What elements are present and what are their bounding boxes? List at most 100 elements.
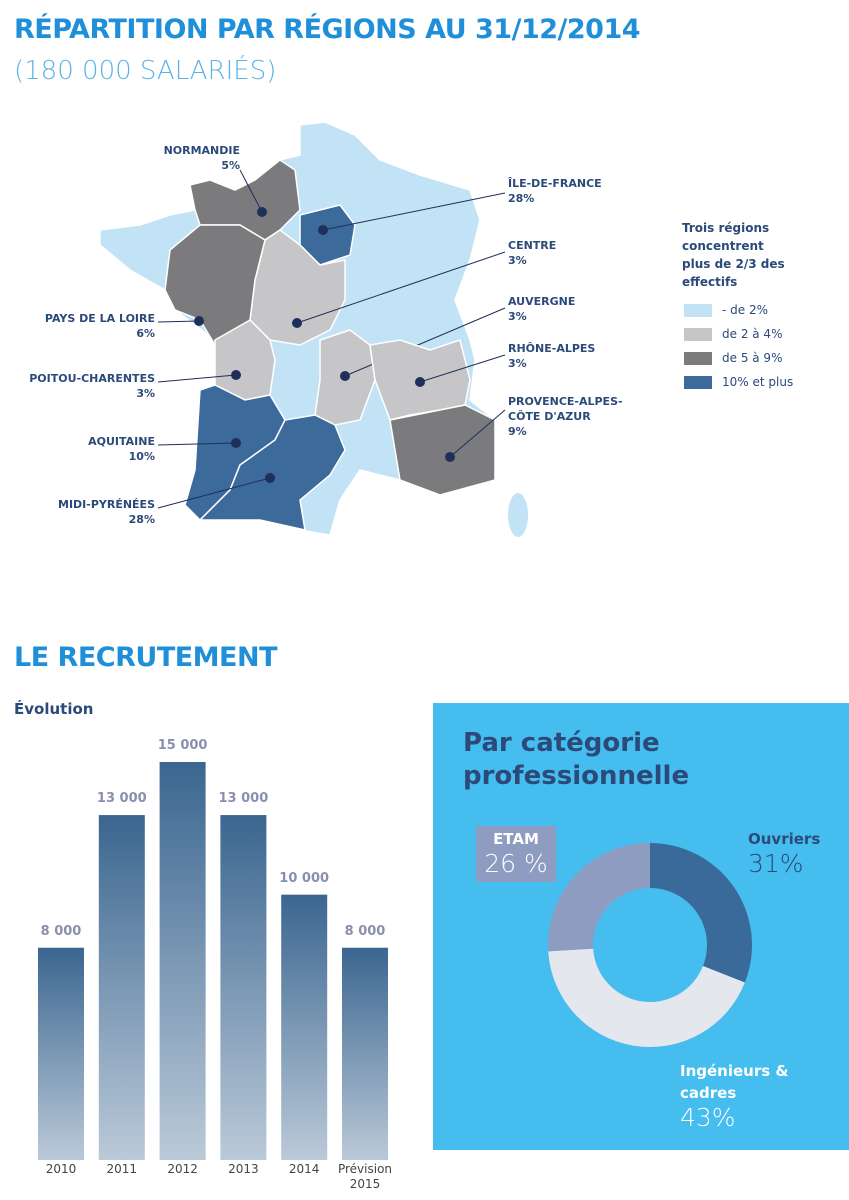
region-label: CENTRE 3% bbox=[508, 238, 628, 268]
leader-line bbox=[239, 169, 263, 213]
x-tick-label: 2011 bbox=[106, 1162, 138, 1176]
bar bbox=[98, 815, 145, 1160]
region-label: AQUITAINE 10% bbox=[88, 434, 155, 464]
legend-swatch bbox=[684, 352, 712, 365]
region bbox=[198, 414, 346, 531]
bar-value-label: 10 000 bbox=[279, 870, 330, 886]
bar bbox=[220, 815, 267, 1160]
region-name: PAYS DE LA LOIRE bbox=[44, 312, 155, 325]
region-label: PROVENCE-ALPES-CÔTE D'AZUR 9% bbox=[508, 394, 628, 439]
leader-line bbox=[157, 374, 237, 383]
chart-title: Évolution bbox=[14, 700, 94, 718]
region-name: PROVENCE-ALPES-CÔTE D'AZUR bbox=[508, 395, 623, 423]
region-value: 28% bbox=[128, 513, 155, 526]
chart-title: Par catégorie professionnelle bbox=[463, 728, 690, 791]
region-value: 3% bbox=[508, 310, 527, 323]
x-tick-label: 2014 bbox=[288, 1162, 320, 1176]
leader-line bbox=[322, 192, 506, 231]
pie-panel bbox=[433, 703, 849, 1150]
region-label: RHÔNE-ALPES 3% bbox=[508, 341, 628, 371]
region-label: ÎLE-DE-FRANCE 28% bbox=[508, 176, 628, 206]
bar-value-label: 13 000 bbox=[218, 791, 269, 807]
bar bbox=[159, 762, 206, 1160]
region-name: CENTRE bbox=[508, 239, 557, 252]
legend-label: de 2 à 4% bbox=[722, 327, 783, 341]
leader-line bbox=[344, 307, 506, 377]
x-tick-label: 2010 bbox=[45, 1162, 77, 1176]
leader-dot bbox=[340, 371, 350, 381]
region-label: NORMANDIE 5% bbox=[164, 143, 240, 173]
leader-dot bbox=[318, 225, 328, 235]
legend-title: Trois régions concentrent plus de 2/3 de… bbox=[682, 221, 785, 289]
pie-category: Ingénieurs & cadres bbox=[680, 1062, 789, 1102]
pie-label: Ouvriers 31% bbox=[748, 828, 820, 878]
pie-value: 26 % bbox=[484, 849, 548, 878]
region-name: ÎLE-DE-FRANCE bbox=[508, 177, 602, 190]
region-name: RHÔNE-ALPES bbox=[508, 342, 596, 355]
region-value: 28% bbox=[508, 192, 535, 205]
pie-label: ETAM 26 % bbox=[476, 826, 556, 882]
region-label: PAYS DE LA LOIRE 6% bbox=[45, 311, 155, 341]
region-name: AUVERGNE bbox=[508, 295, 576, 308]
region-label: POITOU-CHARENTES 3% bbox=[29, 371, 155, 401]
region-value: 3% bbox=[136, 387, 155, 400]
leader-dot bbox=[231, 370, 241, 380]
region-name: NORMANDIE bbox=[163, 144, 240, 157]
region-value: 9% bbox=[508, 425, 527, 438]
bar bbox=[342, 947, 388, 1160]
region-value: 3% bbox=[508, 357, 527, 370]
donut-segment bbox=[650, 843, 753, 983]
bar bbox=[281, 894, 328, 1160]
region-value: 10% bbox=[128, 450, 155, 463]
leader-line bbox=[157, 320, 200, 323]
legend-label: - de 2% bbox=[722, 303, 768, 317]
leader-dot bbox=[445, 452, 455, 462]
map-corsica bbox=[508, 493, 528, 537]
pie-value: 43% bbox=[680, 1103, 736, 1132]
x-tick-label: Prévision 2015 bbox=[337, 1162, 393, 1191]
region bbox=[389, 404, 496, 496]
leader-dot bbox=[231, 438, 241, 448]
region-name: POITOU-CHARENTES bbox=[29, 372, 155, 385]
legend-label: 10% et plus bbox=[722, 375, 794, 389]
bar-value-label: 13 000 bbox=[96, 791, 147, 807]
x-tick-label: 2012 bbox=[167, 1162, 198, 1176]
region-name: AQUITAINE bbox=[88, 435, 155, 448]
leader-line bbox=[157, 477, 271, 509]
leader-dot bbox=[292, 318, 302, 328]
legend-swatch bbox=[684, 376, 712, 389]
pie-category: Ouvriers bbox=[748, 830, 821, 848]
bar bbox=[38, 947, 84, 1160]
leader-dot bbox=[265, 473, 275, 483]
section-title: LE RECRUTEMENT bbox=[14, 642, 278, 673]
title: RÉPARTITION PAR RÉGIONS AU 31/12/2014 bbox=[14, 14, 641, 45]
x-tick-label: 2013 bbox=[228, 1162, 259, 1176]
leader-dot bbox=[194, 316, 204, 326]
region-value: 6% bbox=[136, 327, 155, 340]
legend-swatch bbox=[684, 304, 712, 317]
leader-line bbox=[419, 354, 506, 383]
subtitle: (180 000 SALARIÉS) bbox=[14, 56, 277, 86]
leader-dot bbox=[415, 377, 425, 387]
region-value: 3% bbox=[508, 254, 527, 267]
pie-category: ETAM bbox=[493, 830, 539, 848]
legend-label: de 5 à 9% bbox=[722, 351, 783, 365]
donut-segment bbox=[548, 948, 745, 1047]
leader-line bbox=[157, 442, 237, 446]
bar-value-label: 8 000 bbox=[40, 923, 82, 939]
bar-value-label: 8 000 bbox=[344, 923, 386, 939]
region-label: MIDI-PYRÉNÉES 28% bbox=[58, 497, 155, 527]
donut-segment bbox=[548, 843, 650, 952]
region-value: 5% bbox=[221, 159, 240, 172]
pie-label: Ingénieurs & cadres 43% bbox=[680, 1060, 810, 1132]
pie-value: 31% bbox=[748, 849, 804, 878]
legend-swatch bbox=[684, 328, 712, 341]
leader-line bbox=[296, 251, 506, 324]
region-label: AUVERGNE 3% bbox=[508, 294, 628, 324]
leader-line bbox=[449, 409, 506, 458]
region-name: MIDI-PYRÉNÉES bbox=[58, 498, 155, 511]
bar-value-label: 15 000 bbox=[157, 738, 208, 753]
leader-dot bbox=[257, 207, 267, 217]
